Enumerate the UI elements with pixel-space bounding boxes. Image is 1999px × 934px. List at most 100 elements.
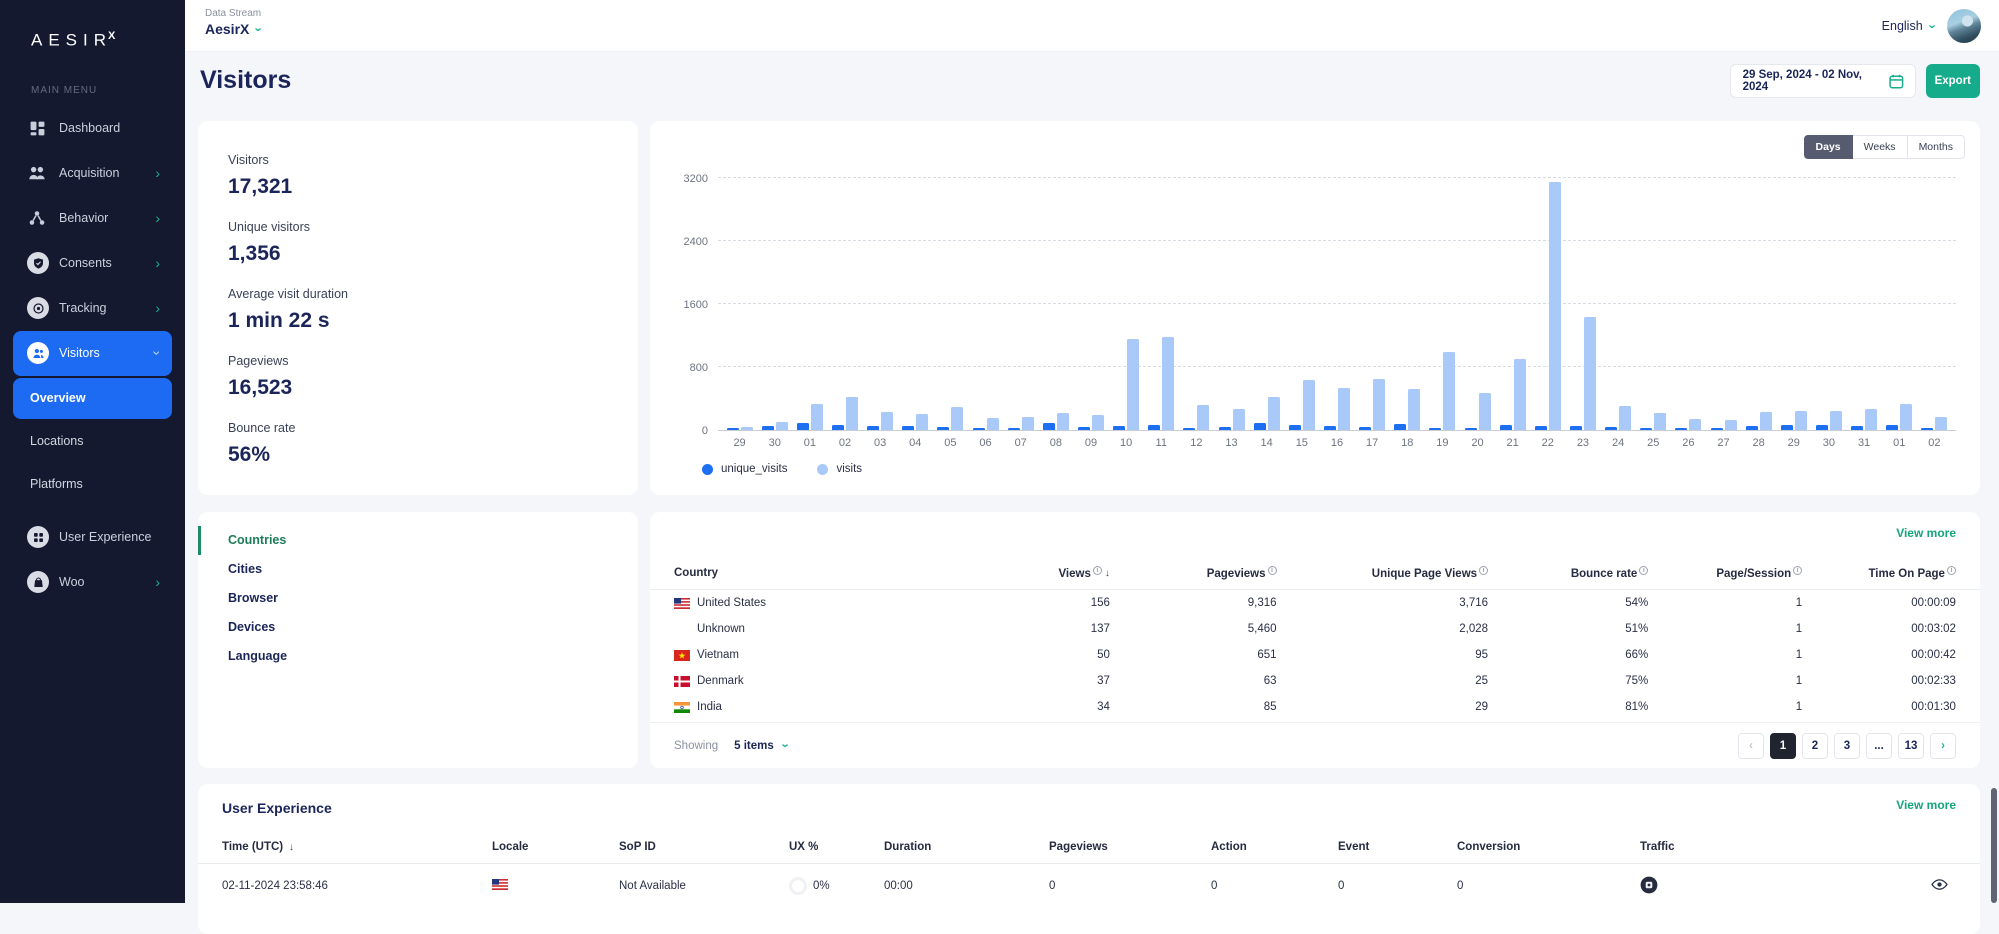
sidebar-item-woo[interactable]: Woo› — [13, 560, 172, 605]
visits-bar[interactable] — [987, 418, 999, 430]
column-header-country[interactable]: Country — [674, 567, 995, 579]
unique_visits-bar[interactable] — [1605, 427, 1617, 430]
sidebar-item-user-experience[interactable]: User Experience — [13, 515, 172, 560]
unique_visits-bar[interactable] — [1254, 423, 1266, 430]
unique_visits-bar[interactable] — [1078, 427, 1090, 430]
unique_visits-bar[interactable] — [1640, 428, 1652, 430]
visits-bar[interactable] — [846, 397, 858, 430]
sidebar-item-behavior[interactable]: Behavior› — [13, 196, 172, 241]
visits-bar[interactable] — [1408, 389, 1420, 430]
table-row[interactable]: Unknown1375,4602,02851%100:03:02 — [650, 616, 1980, 642]
ux-view-more-link[interactable]: View more — [1896, 798, 1956, 812]
visits-bar[interactable] — [1619, 406, 1631, 430]
unique_visits-bar[interactable] — [1851, 426, 1863, 430]
page-button-3[interactable]: 3 — [1834, 733, 1860, 759]
visits-bar[interactable] — [1865, 409, 1877, 430]
unique_visits-bar[interactable] — [1219, 427, 1231, 430]
column-header-bounce-rate[interactable]: Bounce ratei — [1488, 566, 1648, 580]
unique_visits-bar[interactable] — [1781, 425, 1793, 430]
unique_visits-bar[interactable] — [1008, 428, 1020, 430]
unique_visits-bar[interactable] — [902, 426, 914, 430]
unique_visits-bar[interactable] — [1148, 425, 1160, 430]
visits-bar[interactable] — [1654, 413, 1666, 430]
unique_visits-bar[interactable] — [1183, 428, 1195, 430]
visits-bar[interactable] — [1338, 388, 1350, 430]
column-header-time-on-page[interactable]: Time On Pagei — [1802, 566, 1956, 580]
ux-column-header-locale[interactable]: Locale — [492, 841, 619, 853]
visits-bar[interactable] — [1795, 411, 1807, 430]
unique_visits-bar[interactable] — [1359, 427, 1371, 430]
ux-column-header-conversion[interactable]: Conversion — [1457, 841, 1640, 853]
vertical-scrollbar[interactable] — [1991, 788, 1997, 903]
toggle-months[interactable]: Months — [1908, 135, 1965, 159]
unique_visits-bar[interactable] — [1921, 428, 1933, 430]
ux-table-row[interactable]: 02-11-2024 23:58:46Not Available0%00:000… — [198, 864, 1980, 908]
column-header-page-session[interactable]: Page/Sessioni — [1648, 566, 1802, 580]
visits-bar[interactable] — [776, 422, 788, 430]
unique_visits-bar[interactable] — [1465, 428, 1477, 430]
unique_visits-bar[interactable] — [1816, 425, 1828, 430]
visits-bar[interactable] — [741, 427, 753, 430]
visits-bar[interactable] — [1935, 417, 1947, 430]
visits-bar[interactable] — [1057, 413, 1069, 430]
visits-bar[interactable] — [1443, 352, 1455, 430]
visits-bar[interactable] — [916, 414, 928, 430]
toggle-days[interactable]: Days — [1804, 135, 1853, 159]
unique_visits-bar[interactable] — [937, 427, 949, 430]
sidebar-item-consents[interactable]: Consents› — [13, 241, 172, 286]
visits-bar[interactable] — [1689, 419, 1701, 430]
visits-bar[interactable] — [1268, 397, 1280, 430]
page-button-13[interactable]: 13 — [1898, 733, 1924, 759]
unique_visits-bar[interactable] — [973, 428, 985, 430]
unique_visits-bar[interactable] — [1429, 428, 1441, 430]
unique_visits-bar[interactable] — [867, 426, 879, 430]
table-row[interactable]: India34852981%100:01:30 — [650, 694, 1980, 720]
unique_visits-bar[interactable] — [1043, 423, 1055, 430]
sidebar-subitem-overview[interactable]: Overview — [13, 378, 172, 419]
unique_visits-bar[interactable] — [1289, 425, 1301, 430]
visits-bar[interactable] — [811, 404, 823, 430]
visits-bar[interactable] — [1233, 409, 1245, 430]
visits-bar[interactable] — [1549, 182, 1561, 430]
page-button-1[interactable]: 1 — [1770, 733, 1796, 759]
sidebar-item-visitors[interactable]: Visitors› — [13, 331, 172, 376]
ux-column-header-traffic[interactable]: Traffic — [1640, 841, 1956, 853]
visits-bar[interactable] — [1162, 337, 1174, 430]
unique_visits-bar[interactable] — [1746, 426, 1758, 430]
page-button-2[interactable]: 2 — [1802, 733, 1828, 759]
ux-column-header-event[interactable]: Event — [1338, 841, 1457, 853]
dimension-tab-language[interactable]: Language — [198, 642, 638, 671]
column-header-pageviews[interactable]: Pageviewsi — [1110, 566, 1277, 580]
visits-bar[interactable] — [1760, 412, 1772, 430]
unique_visits-bar[interactable] — [1535, 426, 1547, 430]
sidebar-subitem-platforms[interactable]: Platforms — [13, 464, 172, 505]
unique_visits-bar[interactable] — [1113, 426, 1125, 430]
unique_visits-bar[interactable] — [1500, 425, 1512, 430]
ux-column-header-ux[interactable]: UX % — [789, 841, 884, 853]
ux-column-header-pageviews[interactable]: Pageviews — [1049, 841, 1211, 853]
sidebar-item-acquisition[interactable]: Acquisition› — [13, 151, 172, 196]
visits-bar[interactable] — [1725, 420, 1737, 430]
visits-bar[interactable] — [1900, 404, 1912, 430]
unique_visits-bar[interactable] — [797, 423, 809, 430]
visits-bar[interactable] — [1092, 415, 1104, 430]
unique_visits-bar[interactable] — [727, 428, 739, 430]
ux-column-header-action[interactable]: Action — [1211, 841, 1338, 853]
next-page-button[interactable]: › — [1930, 733, 1956, 759]
visits-bar[interactable] — [951, 407, 963, 430]
visits-bar[interactable] — [1830, 411, 1842, 430]
unique_visits-bar[interactable] — [832, 425, 844, 430]
column-header-unique-page-views[interactable]: Unique Page Viewsi — [1277, 566, 1489, 580]
visits-bar[interactable] — [1514, 359, 1526, 430]
prev-page-button[interactable]: ‹ — [1738, 733, 1764, 759]
sidebar-item-dashboard[interactable]: Dashboard — [13, 106, 172, 151]
export-button[interactable]: Export — [1926, 64, 1980, 98]
visits-bar[interactable] — [1022, 417, 1034, 430]
dimension-tab-cities[interactable]: Cities — [198, 555, 638, 584]
visits-bar[interactable] — [1584, 317, 1596, 430]
table-row[interactable]: United States1569,3163,71654%100:00:09 — [650, 590, 1980, 616]
dimension-tab-browser[interactable]: Browser — [198, 584, 638, 613]
countries-view-more-link[interactable]: View more — [1896, 526, 1956, 540]
visits-bar[interactable] — [1373, 379, 1385, 430]
date-range-picker[interactable]: 29 Sep, 2024 - 02 Nov, 2024 — [1730, 64, 1916, 98]
